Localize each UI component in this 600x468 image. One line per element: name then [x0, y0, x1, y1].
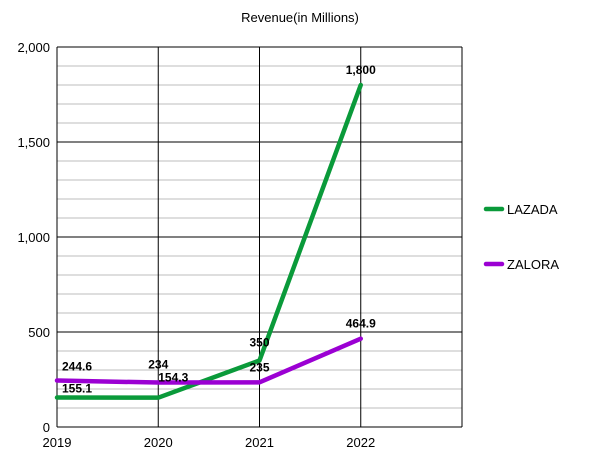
series-line-lazada [54, 82, 363, 400]
y-tick-label: 1,500 [17, 135, 50, 150]
x-tick-label: 2021 [245, 435, 274, 450]
data-label: 154.3 [158, 371, 188, 385]
data-label: 1,800 [346, 63, 376, 77]
series-layer [54, 82, 363, 400]
y-tick-label: 1,000 [17, 230, 50, 245]
data-label: 155.1 [62, 382, 92, 396]
x-tick-label: 2020 [144, 435, 173, 450]
y-tick-label: 0 [43, 420, 50, 435]
grid-layer [56, 46, 463, 428]
legend: LAZADA ZALORA [483, 202, 559, 272]
x-tick-label: 2019 [43, 435, 72, 450]
data-label: 234 [148, 358, 168, 372]
data-label: 235 [249, 360, 269, 374]
legend-label: LAZADA [507, 202, 558, 217]
series-line-zalora [54, 336, 363, 385]
chart-title: Revenue(in Millions) [241, 10, 359, 25]
legend-label: ZALORA [507, 257, 559, 272]
data-label: 350 [249, 336, 269, 350]
y-tick-label: 500 [28, 325, 50, 340]
axis-layer: 0 500 1,000 1,500 2,000 2019 2020 2021 2022 [17, 40, 375, 450]
data-label: 464.9 [346, 317, 376, 331]
data-label: 244.6 [62, 360, 92, 374]
x-tick-label: 2022 [346, 435, 375, 450]
data-label-layer: 155.1 154.3 350 1,800 244.6 234 235 464.9 [62, 63, 376, 396]
y-tick-label: 2,000 [17, 40, 50, 55]
